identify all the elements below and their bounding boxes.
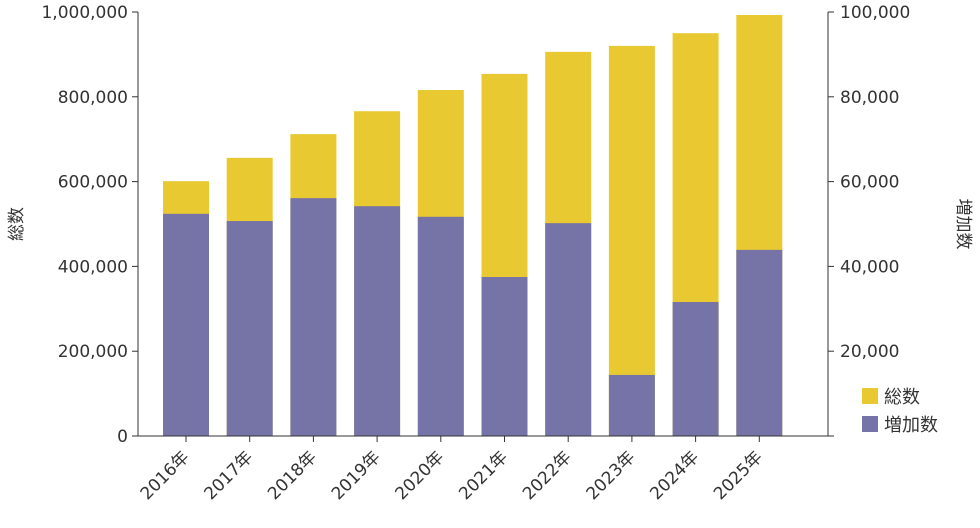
bar-total	[608, 45, 655, 437]
x-tick-label: 2016年	[137, 447, 194, 504]
y-right-tick-label: 40,000	[840, 257, 899, 277]
bar-increase	[545, 223, 592, 436]
bar-increase	[290, 198, 337, 436]
bar-increase	[608, 374, 655, 436]
y-right-tick-label: 20,000	[840, 342, 899, 362]
x-tick-label: 2023年	[583, 447, 640, 504]
y-tick-label: 0	[117, 427, 128, 447]
y-tick-label: 400,000	[58, 257, 128, 277]
y-right-axis-label: 増加数	[953, 199, 973, 250]
y-right-tick-label: 100,000	[840, 3, 910, 23]
bar-increase	[226, 221, 273, 436]
x-tick-label: 2020年	[392, 447, 449, 504]
y-axis-label: 総数	[7, 207, 27, 241]
x-tick-label: 2018年	[264, 447, 321, 504]
y-tick-label: 200,000	[58, 342, 128, 362]
legend-swatch	[862, 416, 878, 432]
bar-increase	[163, 213, 209, 436]
bar-increase	[417, 216, 464, 436]
x-tick-label: 2021年	[455, 447, 512, 504]
x-tick-label: 2022年	[519, 447, 576, 504]
y-right-tick-label: 80,000	[840, 88, 899, 108]
y-tick-label: 600,000	[58, 173, 128, 193]
legend-label: 増加数	[884, 415, 938, 436]
y-tick-label: 1,000,000	[41, 3, 128, 23]
bar-increase	[481, 277, 528, 436]
x-tick-label: 2024年	[646, 447, 703, 504]
x-tick-label: 2025年	[710, 447, 767, 504]
x-tick-label: 2019年	[328, 447, 385, 504]
legend-label: 総数	[884, 387, 920, 408]
legend-swatch	[862, 388, 878, 404]
bar-increase	[672, 302, 719, 436]
y-tick-label: 800,000	[58, 88, 128, 108]
bar-increase	[736, 249, 783, 436]
x-tick-label: 2017年	[200, 447, 257, 504]
bar-increase	[354, 206, 401, 436]
y-right-tick-label: 60,000	[840, 173, 899, 193]
